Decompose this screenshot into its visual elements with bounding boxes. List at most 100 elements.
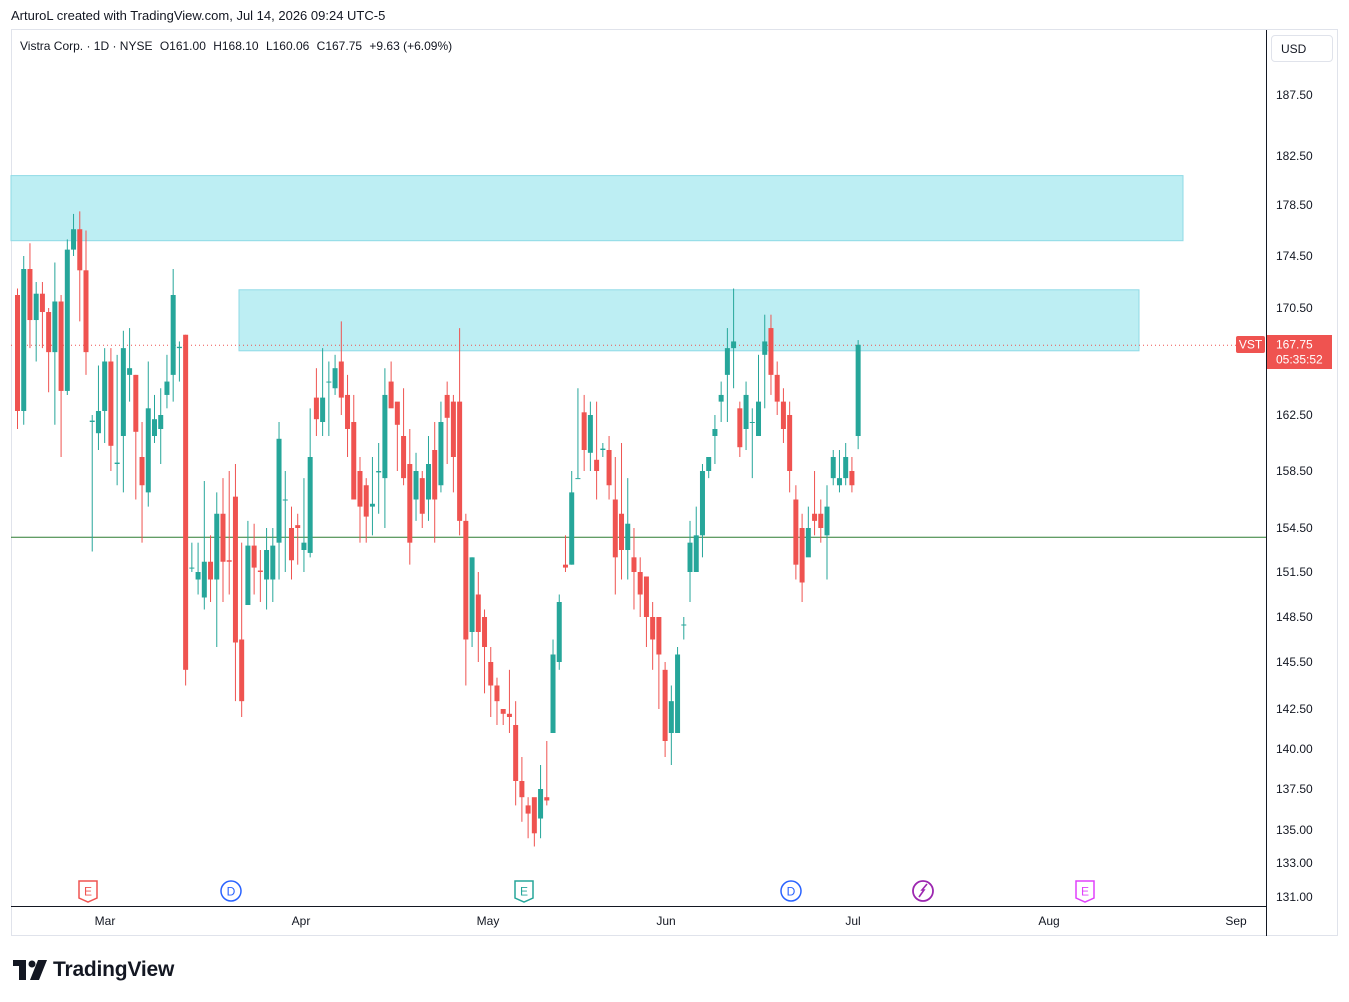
candle-body <box>743 394 749 429</box>
ticker-tag: VST <box>1239 338 1263 352</box>
candle-body <box>594 459 600 471</box>
candle-body <box>251 545 257 568</box>
price-tick-label: 145.50 <box>1276 655 1313 669</box>
candle-body <box>21 269 27 411</box>
candle-body <box>326 381 332 383</box>
candle-body <box>650 617 656 640</box>
price-tick-label: 135.00 <box>1276 823 1313 837</box>
price-tick-label: 151.50 <box>1276 565 1313 579</box>
candle-body <box>749 422 755 423</box>
candle-body <box>214 513 220 580</box>
brand-name: TradingView <box>53 958 175 981</box>
price-tick-label: 162.50 <box>1276 408 1313 422</box>
candle-body <box>345 394 351 429</box>
candle-body <box>643 576 649 617</box>
candle-body <box>338 361 344 398</box>
candle-body <box>276 438 282 543</box>
candle-body <box>737 408 743 448</box>
candle-body <box>189 567 195 569</box>
candle-body <box>257 570 263 572</box>
candle-body <box>619 513 625 550</box>
candle-body <box>600 448 606 450</box>
price-tick-label: 158.50 <box>1276 464 1313 478</box>
earnings-event-icon <box>78 880 98 903</box>
candle-body <box>52 301 58 353</box>
price-scale[interactable]: 187.50 182.50 178.50 174.50 170.50 162.50 158.… <box>1276 88 1313 904</box>
legend-low: L160.06 <box>265 39 310 53</box>
candle-body <box>668 701 674 733</box>
symbol-legend[interactable]: Vistra Corp. · 1D · NYSE O161.00 H168.10… <box>20 39 452 53</box>
candle-body <box>581 412 587 450</box>
candle-body <box>351 422 357 500</box>
candle-body <box>33 293 39 321</box>
candles[interactable] <box>15 211 861 847</box>
supply-zones[interactable] <box>10 175 1184 352</box>
candle-body <box>612 499 618 558</box>
candle-body <box>407 464 413 543</box>
candle-body <box>662 669 668 741</box>
candle-body <box>556 602 562 662</box>
dividend-event-icon <box>780 880 802 902</box>
candle-body <box>637 572 643 595</box>
candle-body <box>606 450 612 486</box>
attribution-text: ArturoL created with TradingView.com, Ju… <box>11 8 386 23</box>
candle-body <box>500 709 506 714</box>
candle-body <box>805 528 811 558</box>
candle-body <box>569 492 575 565</box>
time-scale[interactable]: Mar Apr May Jun Jul Aug Sep <box>95 914 1247 928</box>
candle-body <box>550 654 556 733</box>
supply-zone <box>238 289 1140 352</box>
event-marker-label: E <box>520 885 528 899</box>
supply-zone <box>10 175 1184 242</box>
candle-body <box>133 374 139 432</box>
candle-body <box>836 478 842 486</box>
candle-body <box>114 462 120 464</box>
candle-body <box>413 471 419 500</box>
candle-body <box>843 457 849 479</box>
price-tick-label: 131.00 <box>1276 890 1313 904</box>
event-marker-label: E <box>84 885 92 899</box>
candle-body <box>625 523 631 550</box>
candle-body <box>376 471 382 473</box>
legend-symbol[interactable]: Vistra Corp. · 1D · NYSE <box>20 39 153 53</box>
candle-body <box>494 685 500 702</box>
candle-body <box>239 639 245 702</box>
candle-body <box>774 374 780 402</box>
candle-body <box>176 346 182 349</box>
candle-body <box>687 542 693 572</box>
candle-body <box>793 499 799 565</box>
price-tick-label: 187.50 <box>1276 88 1313 102</box>
legend-high: H168.10 <box>213 39 259 53</box>
candle-body <box>394 401 400 425</box>
candle-body <box>538 789 544 819</box>
price-tick-label: 140.00 <box>1276 742 1313 756</box>
candle-body <box>245 545 251 605</box>
event-marker-label: D <box>787 885 796 899</box>
candle-body <box>46 312 52 353</box>
candle-body <box>849 471 855 486</box>
candle-body <box>444 394 450 418</box>
candle-body <box>438 422 444 486</box>
candle-body <box>488 662 494 686</box>
candle-body <box>164 381 170 395</box>
candle-body <box>382 394 388 479</box>
candle-body <box>83 270 89 353</box>
candle-body <box>544 797 550 801</box>
candle-body <box>108 361 114 446</box>
candle-body <box>220 513 226 562</box>
candle-body <box>768 328 774 375</box>
candle-body <box>27 269 33 321</box>
candle-body <box>432 450 438 500</box>
tradingview-logo[interactable]: TradingView <box>13 957 174 983</box>
candle-body <box>506 713 512 717</box>
price-tick-label: 154.50 <box>1276 521 1313 535</box>
candle-body <box>39 293 45 313</box>
currency-button[interactable]: USD <box>1271 35 1333 62</box>
candle-body <box>463 520 469 640</box>
candle-body <box>170 295 176 375</box>
price-tick-label: 174.50 <box>1276 249 1313 263</box>
candle-body <box>693 535 699 572</box>
candle-body <box>587 415 593 453</box>
